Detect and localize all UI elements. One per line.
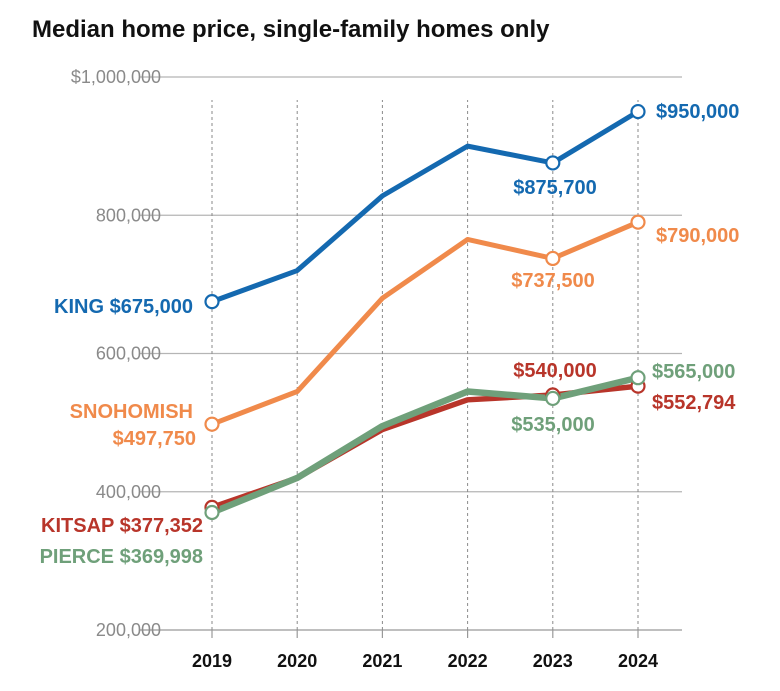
king-data-point — [630, 103, 646, 120]
pierce-data-point — [204, 504, 220, 521]
snohomish-data-point — [545, 250, 561, 267]
x-tick-label: 2022 — [448, 651, 488, 671]
king-series-line — [209, 109, 641, 305]
snohomish-2023-label: $737,500 — [511, 270, 594, 292]
pierce-data-point — [630, 370, 646, 386]
series-markers — [204, 103, 646, 521]
x-tick-label: 2019 — [192, 651, 232, 671]
y-tick-label: 800,000 — [96, 205, 161, 225]
kitsap-start-label: KITSAP $377,352 — [41, 515, 203, 537]
series-lines — [208, 109, 642, 516]
snohomish-end-label: $790,000 — [656, 225, 739, 247]
king-start-label: KING $675,000 — [54, 296, 193, 318]
y-tick-label: 400,000 — [96, 482, 161, 502]
snohomish-series-line — [209, 219, 641, 427]
gridlines — [140, 76, 682, 631]
y-tick-label: $1,000,000 — [71, 67, 161, 87]
y-tick-label: 200,000 — [96, 620, 161, 640]
king-end-label: $950,000 — [656, 101, 739, 123]
x-axis-ticks: 2019 2020 2021 2022 2023 2024 — [192, 630, 658, 671]
snohomish-start-value-label: $497,750 — [113, 428, 196, 450]
snohomish-start-name-label: SNOHOMISH — [70, 401, 193, 423]
king-data-point — [204, 294, 220, 310]
kitsap-end-label: $552,794 — [652, 392, 736, 414]
pierce-series-line — [208, 374, 642, 516]
y-axis-ticks: 200,000 400,000 600,000 800,000 $1,000,000 — [71, 67, 161, 640]
pierce-2023-label: $535,000 — [511, 414, 594, 436]
x-tick-label: 2024 — [618, 651, 658, 671]
king-data-point — [545, 155, 561, 171]
chart-title: Median home price, single-family homes o… — [32, 16, 550, 43]
kitsap-2023-label: $540,000 — [513, 360, 596, 382]
snohomish-data-point — [204, 416, 220, 432]
y-tick-label: 600,000 — [96, 344, 161, 364]
king-2023-label: $875,700 — [513, 177, 596, 199]
x-tick-label: 2023 — [533, 651, 573, 671]
x-tick-label: 2021 — [362, 651, 402, 671]
pierce-data-point — [545, 390, 561, 407]
pierce-end-label: $565,000 — [652, 361, 735, 383]
data-labels: KING $675,000 $875,700 $950,000 SNOHOMIS… — [40, 101, 740, 568]
snohomish-data-point — [630, 214, 646, 230]
pierce-start-label: PIERCE $369,998 — [40, 546, 203, 568]
x-tick-label: 2020 — [277, 651, 317, 671]
